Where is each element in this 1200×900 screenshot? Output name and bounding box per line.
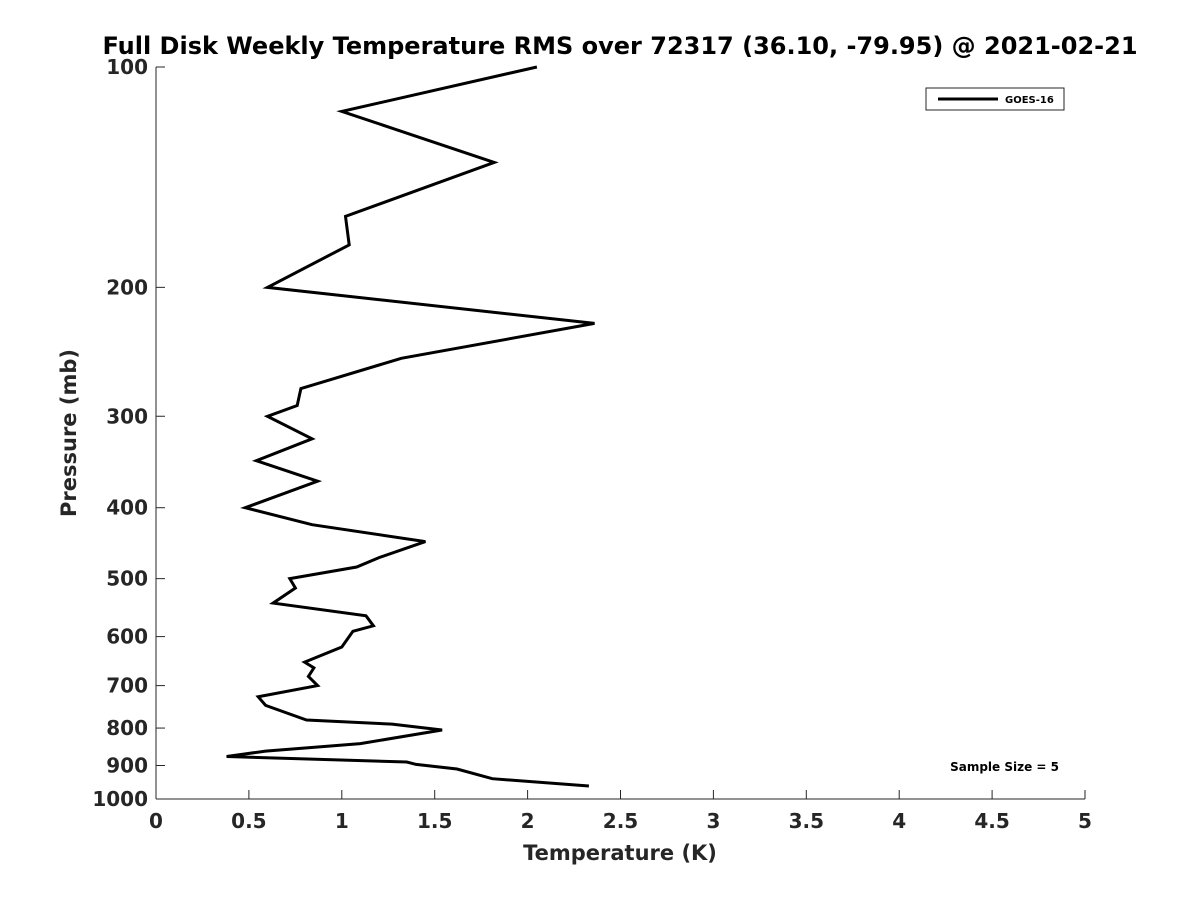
x-tick-label: 0 (149, 809, 163, 833)
x-tick-label: 5 (1078, 809, 1092, 833)
y-tick-label: 700 (106, 674, 148, 698)
y-tick-label: 300 (106, 404, 148, 428)
legend-label-goes-16: GOES-16 (1005, 95, 1054, 106)
y-tick-label: 200 (106, 275, 148, 299)
y-tick-label: 100 (106, 55, 148, 79)
sample-size-annotation: Sample Size = 5 (950, 760, 1059, 774)
series-layer (226, 65, 595, 788)
y-tick-label: 600 (106, 625, 148, 649)
y-tick-label: 400 (106, 496, 148, 520)
y-axis-ticks: 100 200 300 400 500 600 700 800 900 1000 (92, 55, 165, 811)
y-tick-label: 1000 (92, 787, 148, 811)
x-tick-label: 1.5 (417, 809, 452, 833)
x-tick-label: 0.5 (231, 809, 266, 833)
x-tick-label: 2.5 (603, 809, 638, 833)
x-tick-label: 1 (335, 809, 349, 833)
x-tick-label: 4 (892, 809, 906, 833)
x-tick-label: 3.5 (789, 809, 824, 833)
x-axis-label: Temperature (K) (523, 841, 717, 865)
legend: GOES-16 (925, 87, 1065, 111)
x-tick-label: 4.5 (974, 809, 1009, 833)
x-tick-label: 2 (521, 809, 535, 833)
x-axis-ticks: 0 0.5 1 1.5 2 2.5 3 3.5 4 4.5 5 (149, 790, 1092, 833)
y-tick-label: 800 (106, 716, 148, 740)
y-tick-label: 500 (106, 567, 148, 591)
y-tick-label: 900 (106, 754, 148, 778)
chart-title: Full Disk Weekly Temperature RMS over 72… (102, 32, 1137, 60)
y-axis-label: Pressure (mb) (57, 349, 81, 517)
series-line-goes-16 (226, 65, 595, 788)
x-tick-label: 3 (706, 809, 720, 833)
